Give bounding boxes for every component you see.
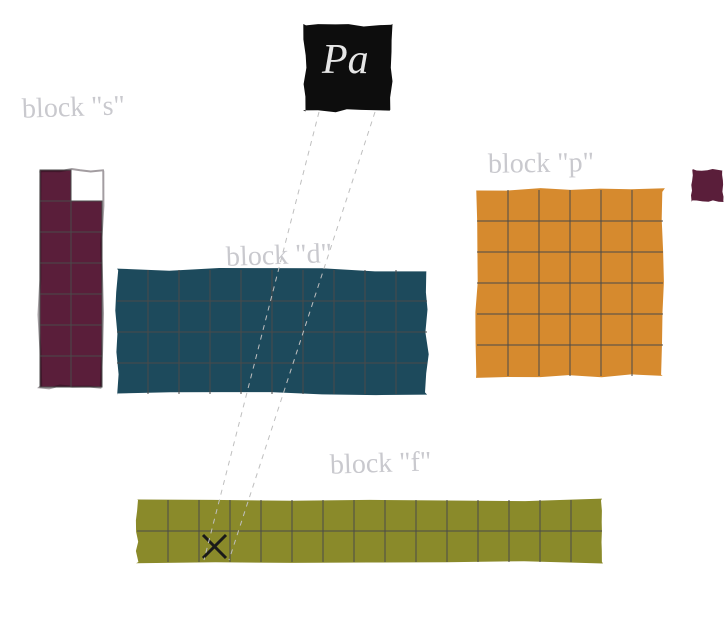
element-symbol: Pa: [322, 36, 369, 84]
helium-cell: [691, 169, 724, 202]
block-d: [115, 268, 429, 396]
label-block-p: block "p": [488, 147, 595, 181]
block-s: [39, 169, 104, 388]
label-block-s: block "s": [21, 90, 125, 126]
block-f: [136, 499, 603, 564]
label-block-d: block "d": [225, 238, 332, 274]
block-p: [475, 169, 723, 378]
label-block-f: block "f": [329, 446, 431, 482]
